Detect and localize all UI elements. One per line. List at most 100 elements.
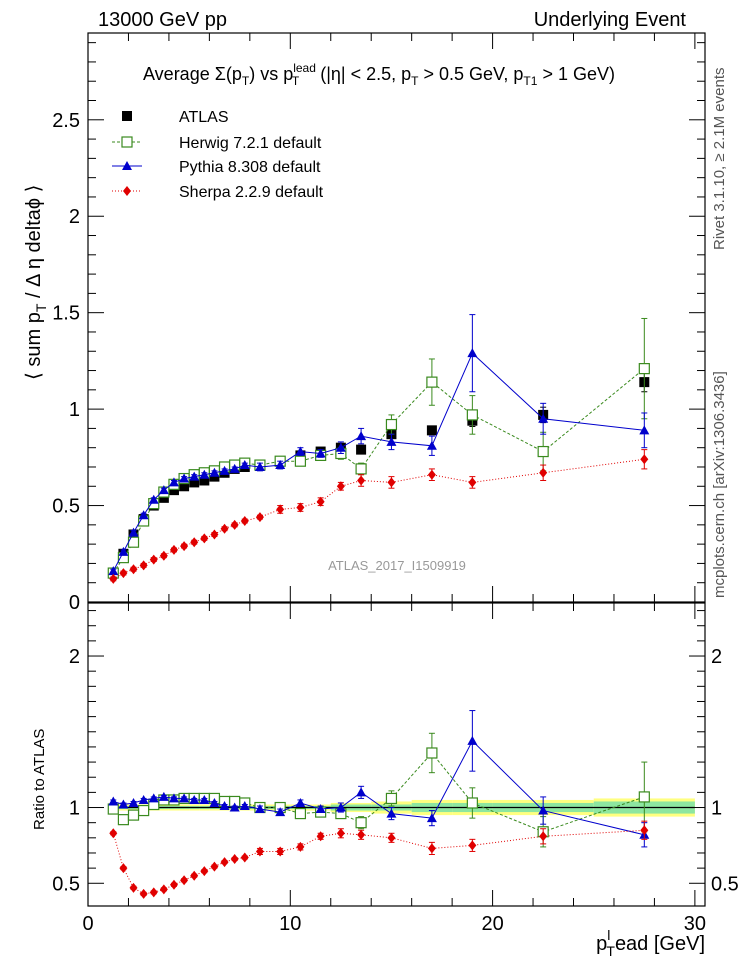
ratio-pythia-point	[356, 787, 367, 797]
main-ytick-labels: 0 0.5 1 1.5 2 2.5	[52, 110, 80, 614]
ratio-sherpa-point	[255, 846, 264, 857]
main-sherpa-point	[296, 502, 305, 513]
main-pythia-point	[538, 413, 549, 423]
xtick-label: 30	[684, 913, 706, 935]
ratio-sherpa-point	[240, 852, 249, 863]
main-pythia-point	[239, 460, 250, 470]
legend-marker-pythia	[122, 161, 132, 170]
main-pythia-point	[158, 485, 169, 495]
main-sherpa-point	[640, 454, 649, 465]
legend-entry-herwig: Herwig 7.2.1 default	[112, 135, 322, 152]
ratio-sherpa-point	[427, 843, 436, 854]
main-sherpa-point	[139, 560, 148, 571]
main-pythia-point	[168, 477, 179, 487]
main-sherpa-point	[276, 504, 285, 515]
ratio-herwig-point	[117, 814, 130, 826]
ratio-ytick-label-right: 1	[711, 798, 722, 820]
main-sherpa-point	[230, 519, 239, 530]
ratio-ylabel: Ratio to ATLAS	[31, 729, 48, 830]
ratio-ytick-label-right: 0.5	[711, 873, 739, 895]
ratio-herwig-point	[138, 804, 150, 817]
ratio-pythia-point	[189, 794, 200, 804]
main-sherpa-point	[200, 533, 209, 544]
ratio-sherpa-point	[357, 829, 366, 840]
legend-label-pythia: Pythia 8.308 default	[179, 159, 321, 176]
main-pythia-point	[199, 469, 210, 479]
ratio-pythia-point	[219, 801, 230, 811]
ratio-sherpa-point	[119, 863, 128, 874]
main-sherpa-point	[468, 477, 477, 488]
analysis-watermark: ATLAS_2017_I1509919	[328, 558, 466, 573]
ratio-pythia-point	[128, 797, 139, 807]
main-pythia-point	[315, 448, 326, 458]
main-sherpa-point	[149, 554, 158, 565]
ratio-sherpa-point	[210, 861, 219, 872]
main-pythia-point	[179, 473, 190, 483]
ratio-sherpa-point	[159, 884, 168, 895]
ratio-ytick-label: 2	[69, 646, 80, 668]
main-title: Average Σ(pT) vs plead T (|η| < 2.5, pT >…	[143, 61, 615, 88]
ratio-pythia-point	[158, 791, 169, 801]
header-right: Underlying Event	[534, 9, 687, 31]
ratio-pythia-point	[199, 794, 210, 804]
main-pythia-point	[275, 460, 286, 470]
main-pythia-point	[335, 442, 346, 452]
main-sherpa-point	[336, 481, 345, 492]
main-herwig-point	[294, 455, 307, 467]
main-sherpa-point	[159, 550, 168, 561]
ratio-sherpa-point	[640, 825, 649, 836]
main-atlas-point	[199, 475, 210, 486]
legend-entry-pythia: Pythia 8.308 default	[112, 159, 321, 176]
main-sherpa-point	[119, 568, 128, 579]
main-pythia-point	[219, 465, 230, 475]
xtick-label: 0	[82, 913, 93, 935]
ratio-sherpa-point	[336, 828, 345, 839]
main-sherpa-point	[539, 467, 548, 478]
ratio-pythia-point	[315, 804, 326, 814]
ratio-pythia-point	[467, 735, 478, 745]
ratio-pythia-point	[168, 793, 179, 803]
legend-marker-atlas	[122, 111, 132, 121]
legend-entry-atlas: ATLAS	[122, 109, 229, 126]
ratio-sherpa-point	[180, 875, 189, 886]
legend-entry-sherpa: Sherpa 2.2.9 default	[112, 184, 324, 201]
ratio-pythia-point	[295, 797, 306, 807]
main-pythia-point	[148, 494, 159, 504]
legend-marker-sherpa	[123, 186, 131, 196]
main-herwig-point	[426, 376, 438, 388]
main-sherpa-point	[190, 537, 199, 548]
ratio-sherpa-point	[200, 866, 209, 877]
ratio-pythia-point	[426, 813, 437, 823]
ratio-sherpa-point	[539, 831, 548, 842]
main-pythia-point	[426, 440, 437, 450]
legend-marker-herwig	[121, 136, 133, 148]
ratio-sherpa-point	[296, 841, 305, 852]
ratio-herwig-point	[127, 809, 140, 821]
legend: ATLAS Herwig 7.2.1 default Pythia 8.308 …	[112, 109, 324, 201]
main-pythia-point	[209, 467, 220, 477]
main-pythia-point	[189, 471, 200, 481]
main-ytick-label: 2	[69, 206, 80, 228]
ratio-ytick-label-right: 2	[711, 646, 722, 668]
ratio-sherpa-point	[190, 870, 199, 881]
ratio-pythia-point	[209, 797, 220, 807]
main-pythia-point	[108, 566, 119, 576]
xtick-label: 10	[279, 913, 301, 935]
main-sherpa-point	[220, 523, 229, 534]
ratio-pythia-line	[113, 740, 645, 836]
ratio-herwig-point	[294, 807, 307, 820]
main-series-group	[107, 314, 650, 584]
ratio-sherpa-point	[139, 888, 148, 899]
ratio-pythia-point	[254, 804, 265, 814]
main-pythia-series	[108, 314, 650, 576]
ratio-sherpa-point	[169, 879, 178, 890]
main-atlas-point	[179, 481, 190, 492]
main-pythia-point	[639, 425, 650, 435]
ratio-sherpa-point	[230, 854, 239, 865]
xtick-label: 20	[481, 913, 503, 935]
main-sherpa-point	[169, 544, 178, 555]
main-sherpa-point	[129, 564, 138, 575]
main-sherpa-point	[357, 475, 366, 486]
ratio-pythia-point	[229, 802, 240, 812]
main-herwig-series	[107, 317, 650, 579]
